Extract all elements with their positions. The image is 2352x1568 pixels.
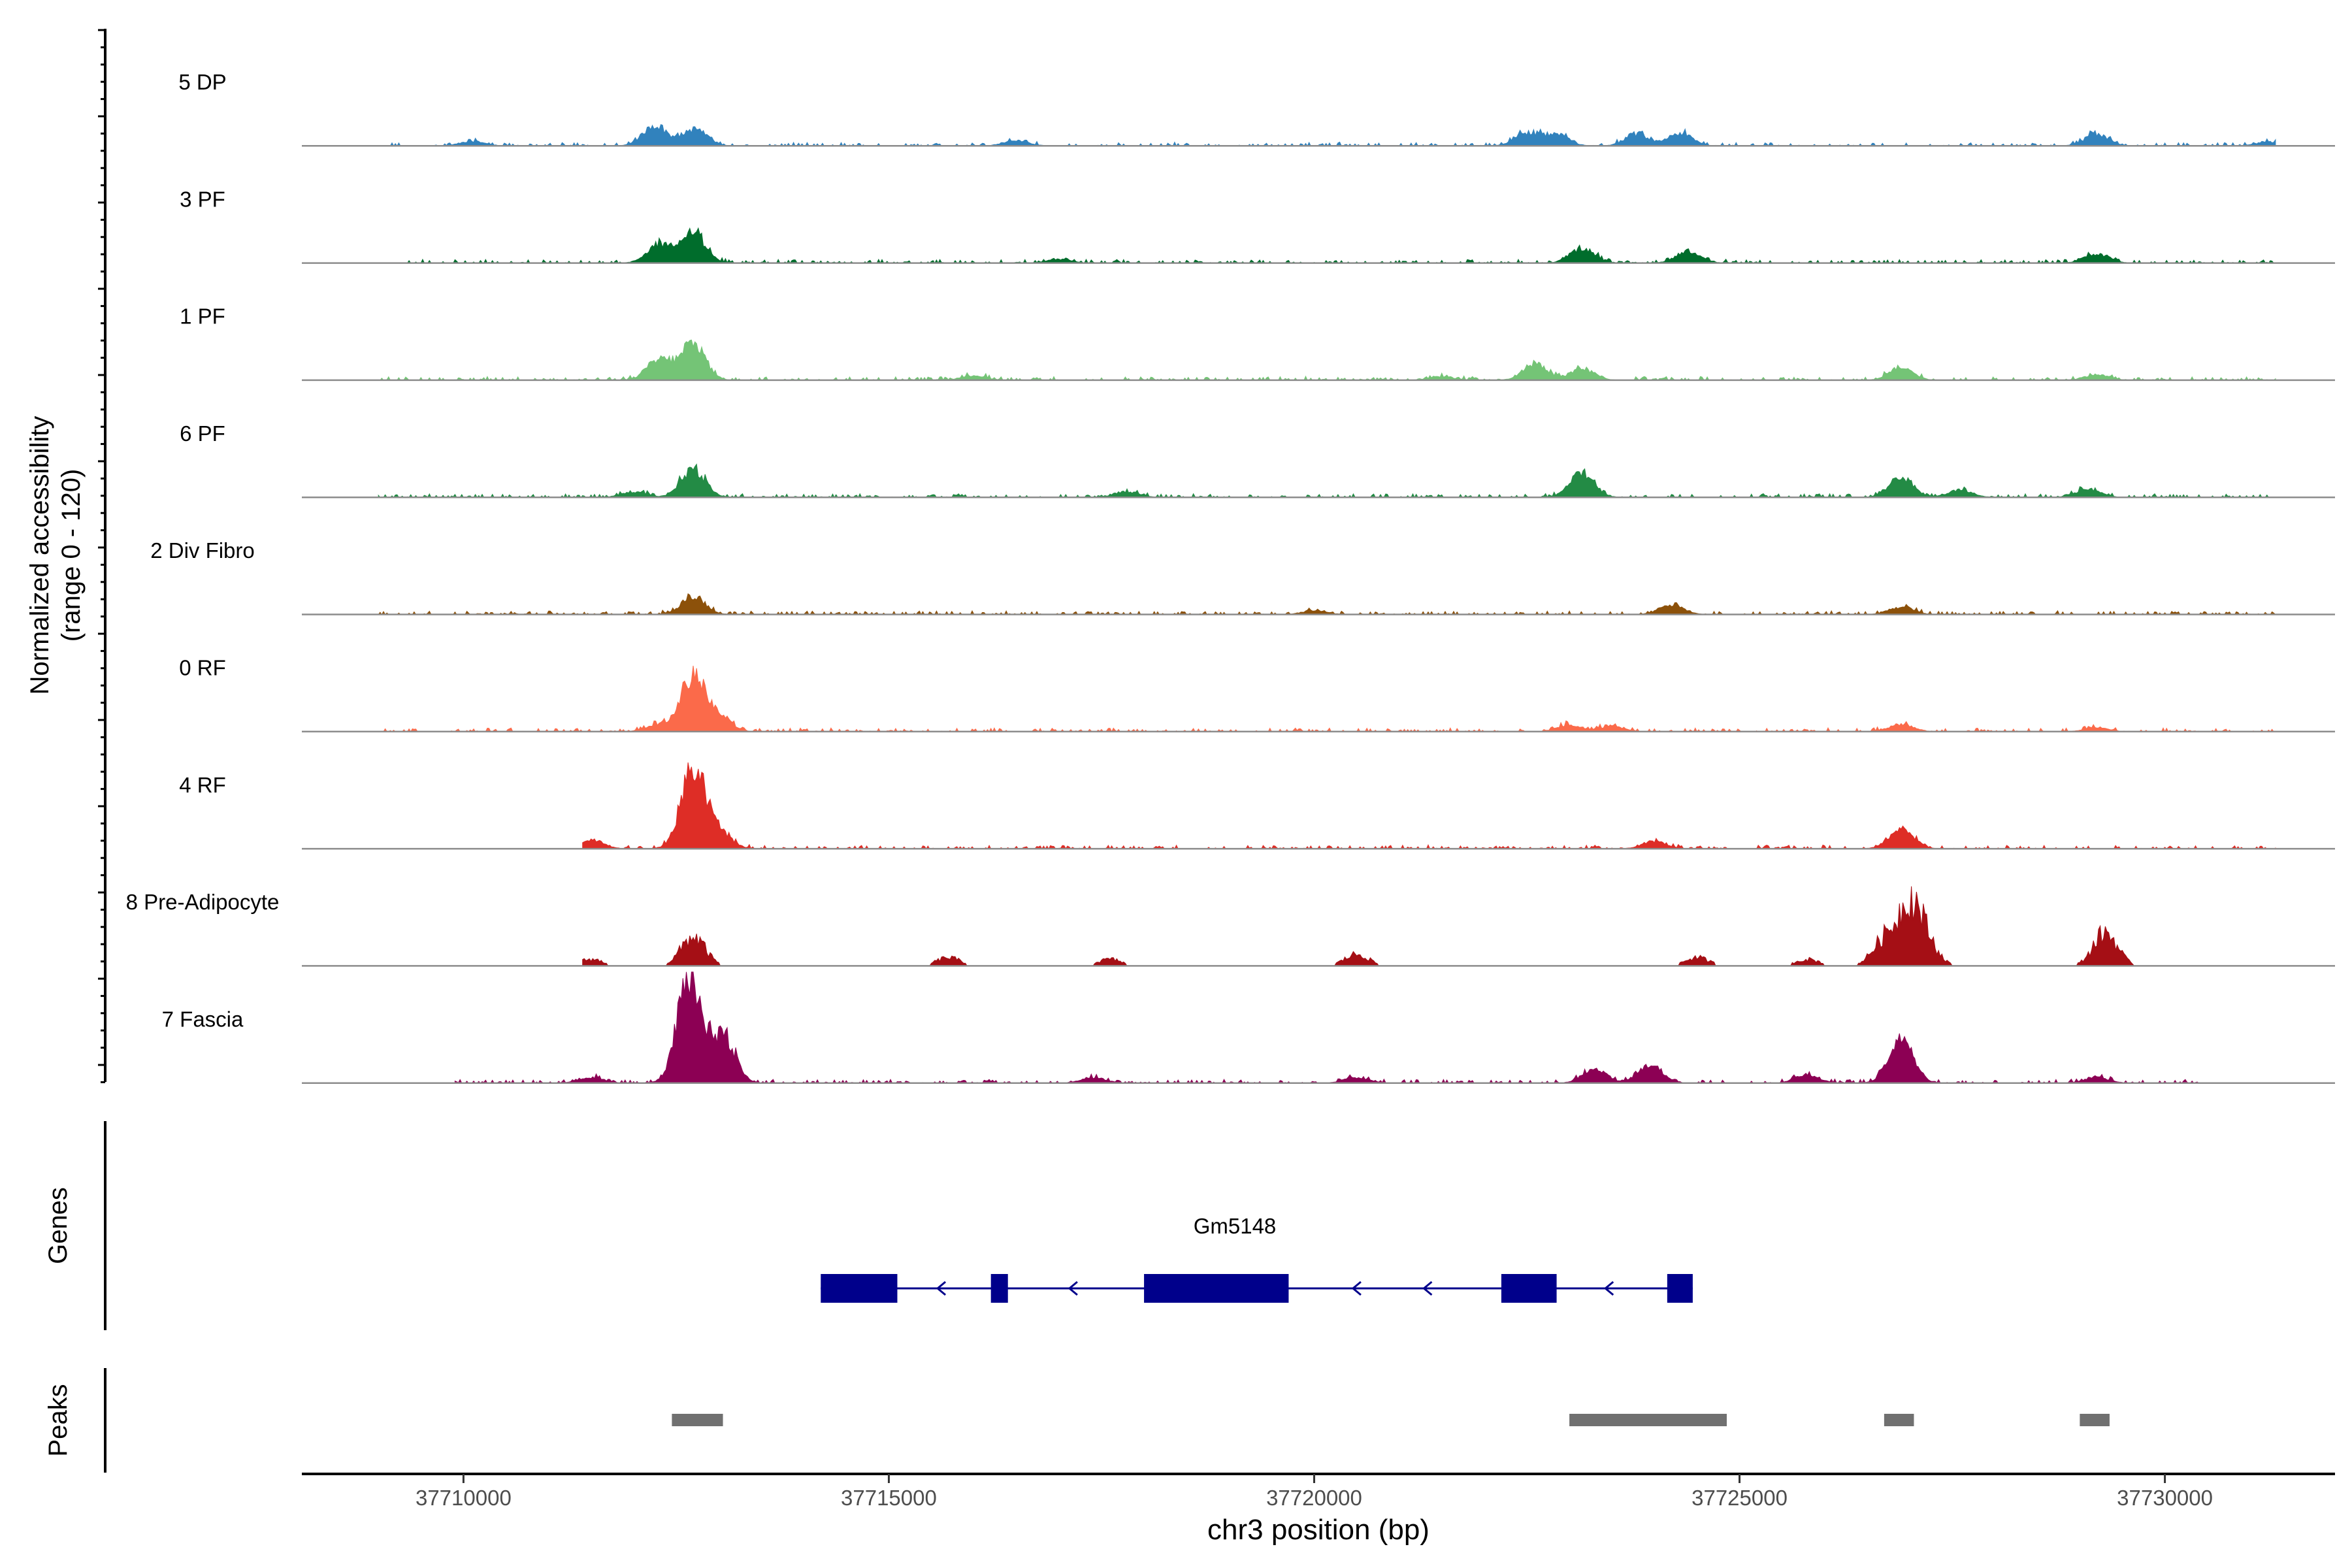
track-label: 4 RF [179,773,226,797]
peak-region-bar [672,1414,723,1426]
track-label: 8 Pre-Adipocyte [126,890,280,914]
peak-region-bar [1569,1414,1727,1426]
track-label: 1 PF [180,304,225,329]
coverage-area [404,227,2276,264]
x-tick-label: 37720000 [1266,1486,1362,1510]
peaks-panel-label: Peaks [44,1384,73,1456]
coverage-area [378,666,2276,732]
gene-name-label: Gm5148 [1194,1214,1277,1238]
coverage-area [582,886,2140,966]
track-7-fascia: 7 Fascia [162,972,2335,1084]
peak-region-bar [1884,1414,1914,1426]
coverage-area [378,339,2276,381]
coverage-area [378,463,2276,498]
track-label: 2 Div Fibro [150,538,255,563]
x-tick-label: 37710000 [416,1486,512,1510]
track-label: 6 PF [180,421,225,446]
coverage-area [378,593,2277,615]
peak-regions [672,1414,2110,1426]
track-4-rf: 4 RF [179,762,2335,850]
x-axis-ticks: 37710000 37715000 37720000 37725000 37730000 [416,1474,2213,1510]
coverage-area [582,762,2276,850]
track-6-pf: 6 PF [180,421,2335,498]
track-1-pf: 1 PF [180,304,2335,382]
y-axis-label-line2: (range 0 - 120) [57,469,86,642]
strand-arrow-icon [936,1281,947,1296]
track-8-pre-adipocyte: 8 Pre-Adipocyte [126,886,2335,967]
gene-model [821,1274,1693,1303]
peak-region-bar [2080,1414,2110,1426]
x-tick-label: 37725000 [1691,1486,1788,1510]
tracks-y-ticks [98,29,105,1083]
coverage-area [387,123,2276,147]
y-axis-label-line1: Normalized accessibility [25,416,54,695]
track-0-rf: 0 RF [179,656,2335,733]
coverage-area [454,972,2200,1084]
gene-exon [1667,1274,1693,1303]
x-tick-label: 37730000 [2117,1486,2213,1510]
gene-exon [821,1274,898,1303]
track-label: 7 Fascia [162,1007,244,1031]
gene-exon [990,1274,1008,1303]
track-2-div-fibro: 2 Div Fibro [150,538,2335,615]
track-label: 3 PF [180,187,225,211]
strand-arrow-icon [1603,1281,1614,1296]
strand-arrow-icon [1351,1281,1362,1296]
track-label: 5 DP [178,70,226,94]
genes-panel-label: Genes [44,1187,73,1264]
gene-exon [1144,1274,1289,1303]
track-5-dp: 5 DP [178,70,2335,147]
x-axis-label: chr3 position (bp) [1207,1514,1429,1546]
coverage-tracks: 5 DP 3 PF 1 PF 6 PF 2 Div Fibro 0 RF 4 RF 8 Pre… [126,70,2335,1084]
strand-arrow-icon [1068,1281,1078,1296]
track-label: 0 RF [179,656,226,680]
gene-exon [1501,1274,1557,1303]
x-tick-label: 37715000 [841,1486,937,1510]
strand-arrow-icon [1422,1281,1433,1296]
track-3-pf: 3 PF [180,187,2335,264]
